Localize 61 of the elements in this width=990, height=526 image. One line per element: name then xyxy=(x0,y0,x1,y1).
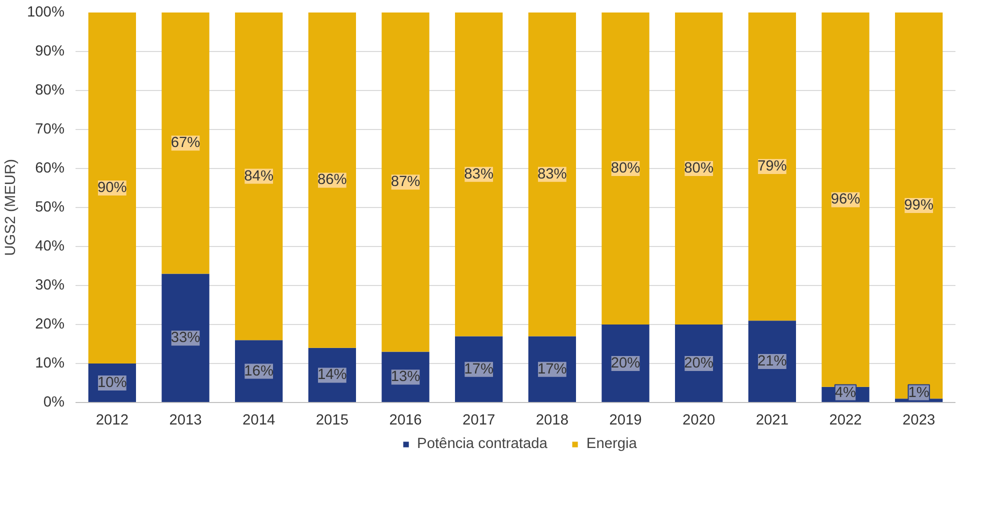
bar xyxy=(455,12,503,336)
bar xyxy=(162,12,210,274)
bar xyxy=(602,324,650,402)
data-label: 84% xyxy=(244,168,274,184)
bar xyxy=(528,12,576,336)
legend-label: Potência contratada xyxy=(417,436,548,452)
x-tick-label: 2012 xyxy=(96,412,128,428)
bar xyxy=(748,12,796,321)
data-label: 80% xyxy=(610,160,640,176)
data-label: 21% xyxy=(758,354,787,370)
data-label: 90% xyxy=(98,180,127,196)
data-label: 1% xyxy=(908,384,930,401)
data-label: 20% xyxy=(684,356,714,372)
bar xyxy=(88,12,136,364)
data-label: 83% xyxy=(464,166,494,182)
data-label: 67% xyxy=(170,135,200,152)
data-label: 86% xyxy=(318,172,347,188)
y-tick-label: 40% xyxy=(35,238,65,254)
bar xyxy=(675,12,723,324)
data-label: 87% xyxy=(390,174,420,190)
x-tick-label: 2014 xyxy=(242,412,276,428)
y-tick-label: 30% xyxy=(35,278,65,294)
y-tick-label: 20% xyxy=(35,316,65,332)
y-axis-title: UGS2 (MEUR) xyxy=(3,159,20,256)
x-tick-label: 2015 xyxy=(316,412,348,428)
bar xyxy=(162,274,210,402)
bar xyxy=(748,320,796,402)
bar xyxy=(602,12,650,324)
data-label: 96% xyxy=(830,192,860,208)
x-tick-label: 2018 xyxy=(536,412,568,428)
data-label: 79% xyxy=(758,158,787,175)
x-tick-label: 2013 xyxy=(169,412,202,428)
data-label: 10% xyxy=(98,375,127,391)
data-label: 16% xyxy=(244,363,274,380)
y-tick-label: 60% xyxy=(35,160,65,176)
x-tick-label: 2022 xyxy=(829,412,862,428)
y-tick-label: 70% xyxy=(35,122,65,138)
y-tick-label: 10% xyxy=(35,356,65,372)
data-label: 99% xyxy=(904,198,934,214)
bar xyxy=(895,12,943,399)
y-tick-label: 50% xyxy=(35,200,65,216)
y-tick-label: 90% xyxy=(35,44,65,60)
data-label: 83% xyxy=(538,166,567,182)
x-tick-label: 2023 xyxy=(902,412,936,428)
x-tick-label: 2016 xyxy=(389,412,422,428)
y-tick-label: 80% xyxy=(35,82,65,98)
bar xyxy=(382,12,430,352)
y-tick-label: 100% xyxy=(27,4,65,20)
x-tick-label: 2020 xyxy=(682,412,716,428)
data-label: 14% xyxy=(318,367,347,384)
bar xyxy=(822,12,870,387)
data-label: 80% xyxy=(684,160,714,176)
bar xyxy=(308,12,356,348)
data-label: 17% xyxy=(538,361,567,378)
data-label: 17% xyxy=(464,361,494,378)
bar xyxy=(235,12,283,340)
legend-label: Energia xyxy=(586,436,637,452)
y-tick-label: 0% xyxy=(43,394,65,410)
x-tick-label: 2019 xyxy=(609,412,642,428)
x-tick-label: 2017 xyxy=(462,412,496,428)
x-tick-label: 2021 xyxy=(756,412,788,428)
